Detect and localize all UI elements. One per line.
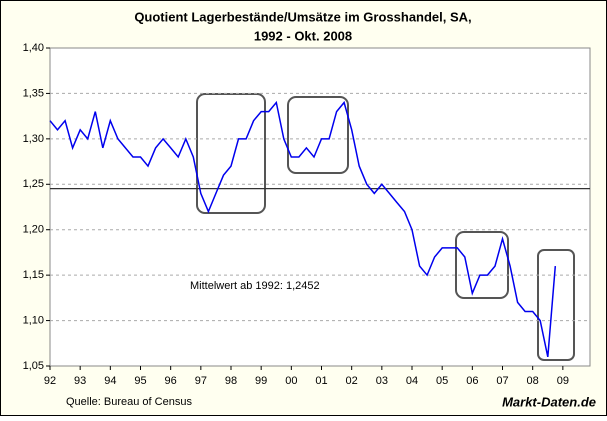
x-tick-label: 99 xyxy=(255,375,267,387)
x-tick-label: 05 xyxy=(436,375,448,387)
x-tick-label: 02 xyxy=(346,375,358,387)
y-tick-label: 1,40 xyxy=(23,42,44,54)
y-tick-label: 1,30 xyxy=(23,133,44,145)
chart-subtitle: 1992 - Okt. 2008 xyxy=(254,28,352,43)
chart-title: Quotient Lagerbestände/Umsätze im Grossh… xyxy=(134,9,471,24)
x-tick-label: 00 xyxy=(285,375,297,387)
x-tick-label: 92 xyxy=(44,375,56,387)
mean-label: Mittelwert ab 1992: 1,2452 xyxy=(190,280,320,292)
x-tick-label: 07 xyxy=(496,375,508,387)
source: Quelle: Bureau of Census xyxy=(66,396,192,408)
x-tick-label: 94 xyxy=(104,375,116,387)
x-tick-label: 03 xyxy=(376,375,388,387)
x-tick-label: 09 xyxy=(557,375,569,387)
y-tick-label: 1,10 xyxy=(23,314,44,326)
plot-area xyxy=(49,47,591,367)
data-line xyxy=(49,100,557,358)
x-tick-label: 06 xyxy=(466,375,478,387)
x-tick-label: 96 xyxy=(165,375,177,387)
y-tick-label: 1,05 xyxy=(23,360,44,372)
highlight-box xyxy=(455,231,509,299)
highlight-box xyxy=(287,96,349,174)
x-tick-label: 04 xyxy=(406,375,418,387)
y-tick-label: 1,35 xyxy=(23,87,44,99)
x-tick-label: 98 xyxy=(225,375,237,387)
y-tick-label: 1,15 xyxy=(23,269,44,281)
x-tick-label: 95 xyxy=(134,375,146,387)
highlight-box xyxy=(537,249,575,361)
y-tick-label: 1,25 xyxy=(23,178,44,190)
x-tick-label: 01 xyxy=(315,375,327,387)
highlight-box xyxy=(196,93,266,214)
x-tick-label: 08 xyxy=(527,375,539,387)
y-tick-label: 1,20 xyxy=(23,224,44,236)
brand: Markt-Daten.de xyxy=(502,394,596,409)
x-tick-label: 97 xyxy=(195,375,207,387)
x-tick-label: 93 xyxy=(74,375,86,387)
